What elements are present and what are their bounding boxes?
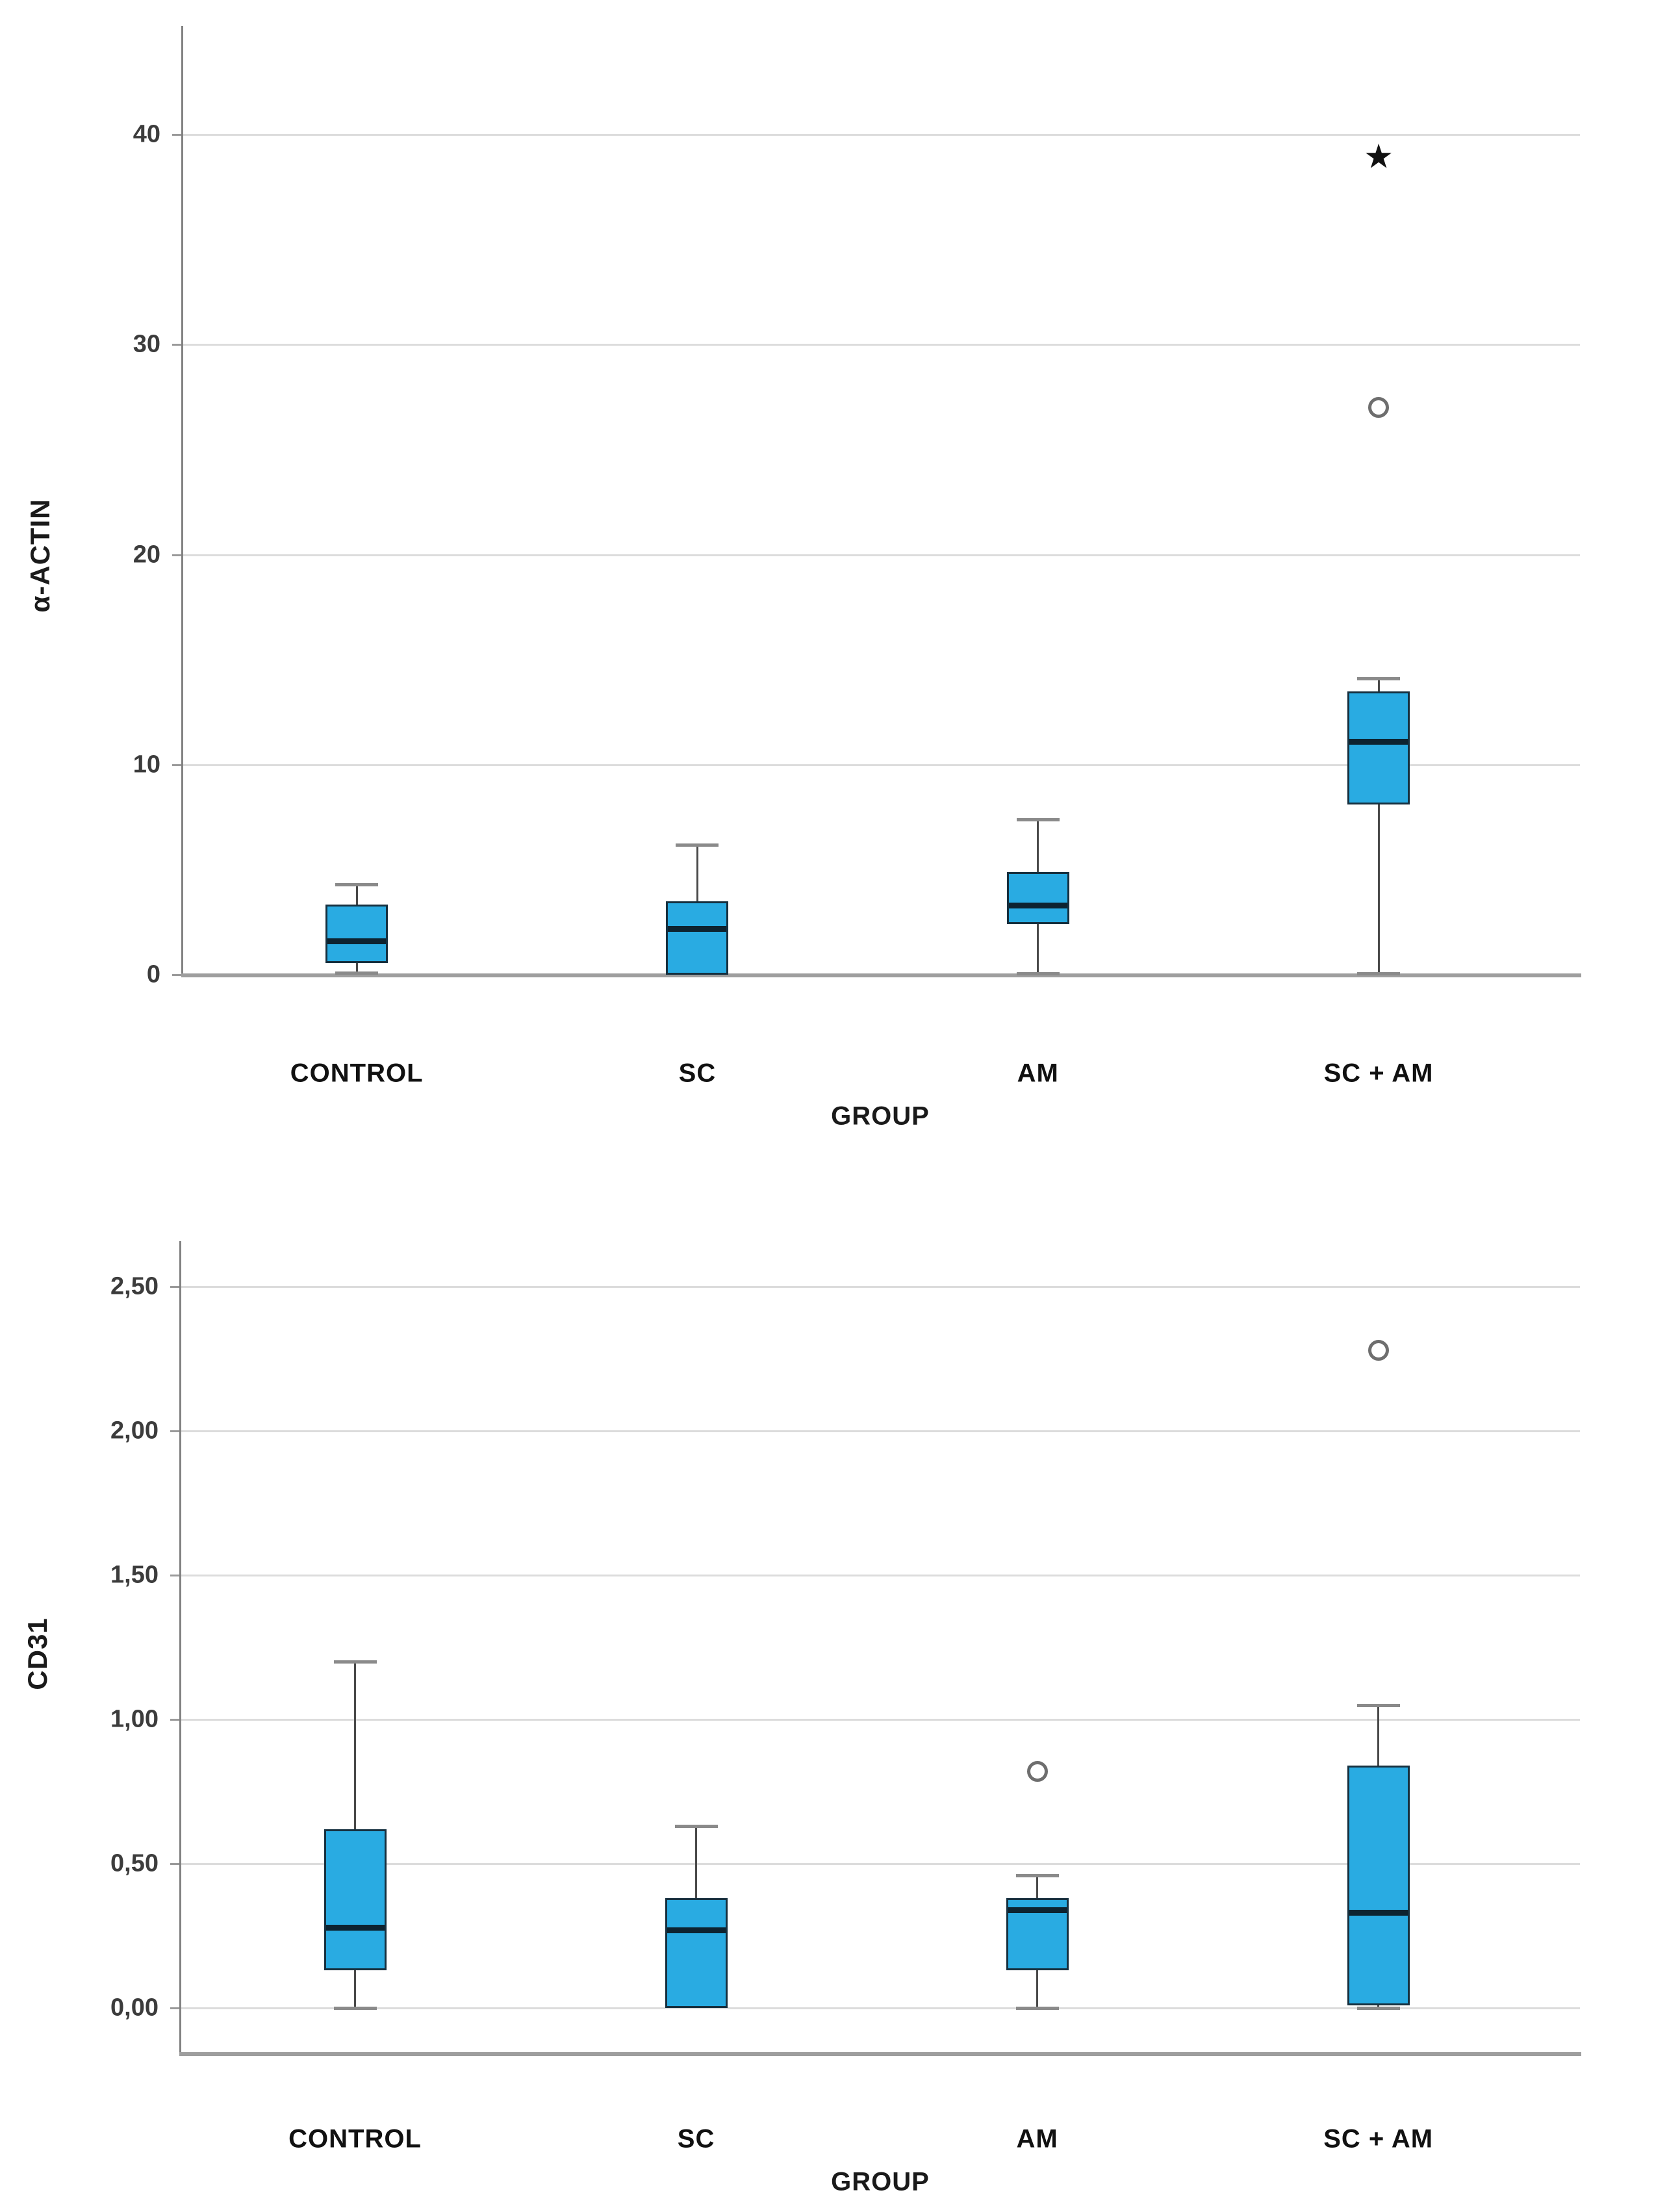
category-label: SC: [678, 1059, 717, 1088]
upper-whisker-cap: [333, 1660, 377, 1664]
y-tick-label: 20: [133, 541, 160, 568]
y-axis-tick: [172, 344, 183, 346]
y-tick-label: 2,50: [110, 1272, 159, 1300]
median-line: [667, 1927, 726, 1934]
lower-whisker-cap: [1357, 972, 1401, 976]
category-label: CONTROL: [290, 1059, 424, 1088]
lower-whisker: [354, 1970, 357, 2008]
gridline: [181, 1575, 1580, 1576]
upper-whisker-cap: [335, 883, 379, 886]
x-axis-baseline: [181, 973, 1581, 977]
y-tick-label: 0: [146, 960, 160, 988]
median-line: [1008, 1907, 1067, 1914]
upper-whisker: [354, 1662, 357, 1829]
y-tick-label: 30: [133, 330, 160, 358]
lower-whisker-cap: [333, 2007, 377, 2010]
category-label: SC: [677, 2124, 715, 2154]
box: [666, 901, 729, 975]
y-tick-label: 1,50: [110, 1561, 159, 1589]
y-axis-tick: [170, 1430, 181, 1432]
lower-whisker-cap: [1356, 2007, 1400, 2010]
category-label: AM: [1017, 1059, 1059, 1088]
category-label: AM: [1016, 2124, 1058, 2154]
y-axis-tick: [170, 1286, 181, 1288]
y-axis-tick: [170, 1575, 181, 1576]
upper-whisker: [355, 884, 358, 905]
category-label: SC + AM: [1323, 1059, 1434, 1088]
median-line: [325, 1924, 385, 1931]
box: [324, 1829, 387, 1971]
outlier-circle-icon: [1368, 397, 1390, 418]
median-line: [327, 938, 387, 945]
median-line: [1349, 739, 1408, 745]
category-label: SC + AM: [1323, 2124, 1434, 2154]
gridline: [183, 134, 1580, 136]
median-line: [1349, 1910, 1408, 1916]
upper-whisker: [696, 844, 698, 901]
y-axis-tick: [170, 2007, 181, 2009]
upper-whisker-cap: [1016, 817, 1060, 821]
gridline: [181, 2007, 1580, 2009]
gridline: [181, 1430, 1580, 1432]
outlier-circle-icon: [1368, 1339, 1389, 1361]
y-axis-line: [179, 1241, 181, 2056]
box: [1006, 871, 1069, 925]
lower-whisker: [1377, 804, 1380, 974]
y-tick-label: 40: [133, 120, 160, 148]
x-axis-label: GROUP: [831, 2167, 930, 2196]
upper-whisker-cap: [1356, 1703, 1400, 1707]
lower-whisker-cap: [1015, 2007, 1059, 2010]
lower-whisker: [1037, 924, 1039, 974]
y-tick-label: 1,00: [110, 1705, 159, 1733]
gridline: [183, 344, 1580, 346]
upper-whisker: [1036, 1875, 1039, 1899]
y-tick-label: 0,50: [110, 1849, 159, 1877]
upper-whisker: [1377, 678, 1380, 691]
outlier-circle-icon: [1026, 1760, 1048, 1782]
y-axis-tick: [172, 554, 183, 556]
gridline: [181, 1286, 1580, 1288]
gridline: [183, 554, 1580, 556]
box: [665, 1898, 728, 2008]
upper-whisker: [1377, 1704, 1380, 1766]
upper-whisker-cap: [1015, 1873, 1059, 1877]
category-label: CONTROL: [288, 2124, 422, 2154]
upper-whisker-cap: [674, 1825, 718, 1829]
gridline: [181, 1719, 1580, 1721]
median-line: [1008, 903, 1067, 909]
box: [1347, 691, 1410, 805]
upper-whisker-cap: [676, 843, 719, 847]
y-tick-label: 2,00: [110, 1417, 159, 1445]
lower-whisker-cap: [1016, 972, 1060, 976]
y-axis-tick: [172, 134, 183, 136]
extreme-outlier-star-icon: ★: [1365, 139, 1392, 174]
upper-whisker: [1037, 819, 1039, 872]
y-axis-tick: [170, 1863, 181, 1865]
y-axis-line: [181, 26, 183, 977]
gridline: [181, 1863, 1580, 1865]
box: [1347, 1766, 1410, 2005]
y-axis-label: CD31: [22, 1617, 53, 1690]
y-tick-label: 10: [133, 751, 160, 778]
lower-whisker-cap: [335, 971, 379, 975]
lower-whisker: [1036, 1970, 1039, 2008]
upper-whisker-cap: [1357, 677, 1401, 681]
y-axis-tick: [172, 764, 183, 766]
y-tick-label: 0,00: [110, 1994, 159, 2022]
lower-whisker: [355, 963, 358, 973]
x-axis-baseline: [179, 2052, 1581, 2056]
y-axis-tick: [172, 974, 183, 976]
gridline: [183, 764, 1580, 766]
y-axis-tick: [170, 1719, 181, 1721]
upper-whisker: [695, 1826, 698, 1899]
box: [325, 904, 388, 964]
x-axis-label: GROUP: [831, 1101, 930, 1131]
median-line: [668, 925, 727, 932]
lower-whisker: [1377, 2005, 1380, 2008]
